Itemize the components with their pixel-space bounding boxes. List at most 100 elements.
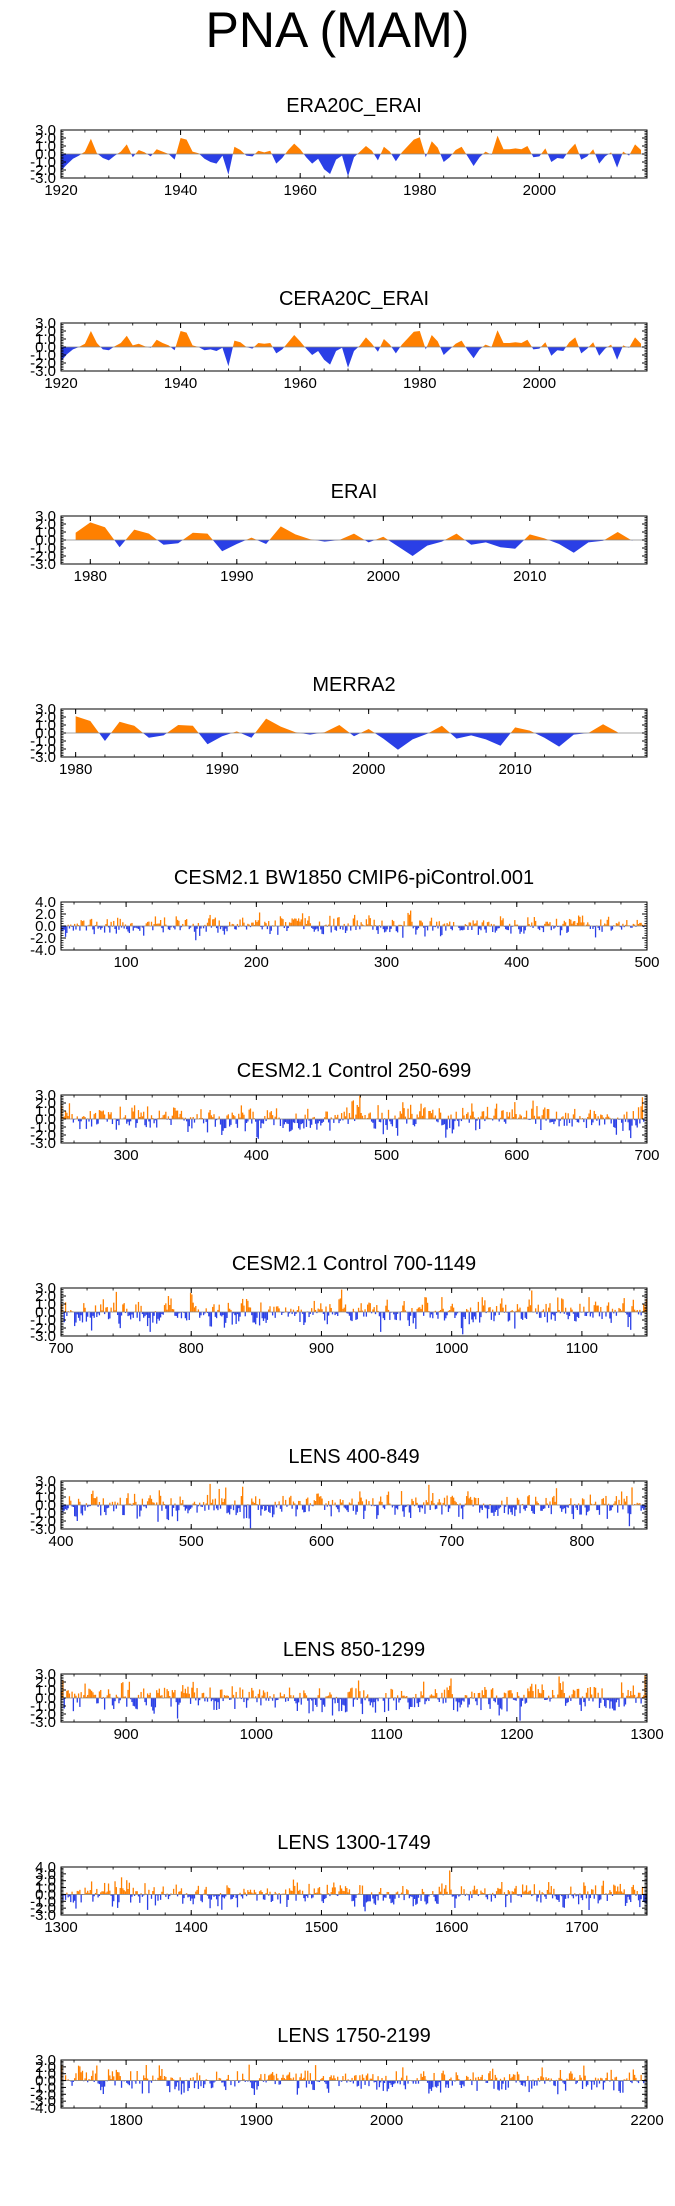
- bar: [463, 1889, 465, 1895]
- bar: [114, 2080, 116, 2086]
- bar: [525, 1885, 528, 1895]
- bar: [523, 1891, 525, 1895]
- bar: [494, 1312, 496, 1316]
- bar: [584, 1698, 586, 1707]
- bar: [579, 1303, 581, 1312]
- x-tick-label: 2100: [500, 2112, 533, 2129]
- bar: [548, 1695, 550, 1698]
- bar: [519, 926, 521, 934]
- bar: [115, 1119, 117, 1130]
- bar: [601, 1499, 603, 1505]
- bar: [606, 1114, 608, 1119]
- bar: [604, 1503, 606, 1505]
- bar: [495, 926, 498, 931]
- bar: [468, 1119, 470, 1123]
- bar: [443, 1689, 446, 1698]
- bar: [325, 924, 327, 926]
- bar: [266, 1312, 269, 1320]
- bar: [568, 1312, 571, 1317]
- bar: [403, 1505, 405, 1517]
- bar: [175, 916, 177, 926]
- bar: [584, 1312, 586, 1316]
- bar: [77, 1119, 80, 1122]
- bar: [265, 2080, 267, 2083]
- bar: [284, 1307, 287, 1312]
- bar: [464, 1503, 466, 1505]
- bar: [449, 2079, 451, 2081]
- bar: [570, 1307, 572, 1312]
- bar: [180, 1888, 183, 1895]
- bar: [127, 2080, 129, 2085]
- bar: [286, 926, 288, 932]
- bar: [631, 1487, 633, 1505]
- bar: [407, 1312, 409, 1321]
- bar: [197, 2080, 200, 2089]
- x-tick-label: 600: [504, 1147, 529, 1164]
- bar: [378, 1501, 381, 1505]
- bar: [455, 1111, 457, 1119]
- bar: [514, 920, 516, 926]
- bar: [265, 1119, 267, 1122]
- bar: [640, 1505, 642, 1511]
- bar: [85, 2072, 88, 2081]
- bar: [492, 1505, 494, 1513]
- bar: [163, 1114, 166, 1119]
- bar: [81, 1505, 84, 1516]
- bar: [63, 1698, 65, 1709]
- plot-area: [61, 1870, 647, 1912]
- bar: [554, 1119, 556, 1122]
- bar: [583, 1698, 585, 1703]
- bar: [240, 1894, 243, 1897]
- bar: [113, 1698, 115, 1710]
- bar: [602, 1498, 605, 1505]
- bar: [239, 1687, 241, 1698]
- y-tick-label: 1.0: [35, 524, 56, 541]
- bar: [146, 2078, 149, 2081]
- bar: [630, 1691, 632, 1698]
- bar: [312, 926, 314, 929]
- bar: [437, 1502, 439, 1505]
- bar: [140, 1893, 142, 1895]
- y-tick-label: 0.0: [35, 1690, 56, 1707]
- bar: [102, 1110, 104, 1119]
- bar: [438, 1886, 440, 1895]
- bar: [537, 1304, 539, 1312]
- bar: [374, 925, 377, 926]
- bar: [396, 1119, 399, 1136]
- bar: [271, 1698, 274, 1701]
- bar: [243, 1698, 245, 1703]
- bar: [288, 2072, 291, 2081]
- bar: [373, 2080, 375, 2083]
- bar: [589, 2080, 591, 2082]
- bar: [601, 1115, 603, 1119]
- bar: [329, 1894, 331, 1897]
- bar: [476, 1698, 478, 1706]
- bar: [510, 1690, 512, 1698]
- bar: [102, 1891, 104, 1895]
- bar: [579, 1893, 581, 1895]
- bar: [588, 1894, 590, 1910]
- bar: [322, 1312, 325, 1314]
- bar: [247, 2080, 249, 2082]
- bar: [148, 2080, 150, 2094]
- y-tick-label: 3.0: [35, 1280, 56, 1297]
- bar: [137, 1110, 140, 1119]
- bar: [585, 1312, 588, 1317]
- bar: [70, 1894, 72, 1903]
- bar: [508, 923, 511, 926]
- bar: [253, 2080, 256, 2095]
- bar: [291, 2079, 293, 2081]
- bar: [243, 1305, 245, 1312]
- bar: [481, 1690, 483, 1698]
- bar: [83, 920, 85, 926]
- bar: [428, 2080, 430, 2094]
- bar: [436, 921, 438, 926]
- bar: [596, 1119, 598, 1121]
- bar: [485, 1312, 487, 1314]
- bar: [367, 1694, 369, 1698]
- bar: [377, 1894, 379, 1901]
- bar: [370, 1505, 373, 1507]
- bar: [387, 1491, 390, 1505]
- bar: [525, 1312, 528, 1320]
- bar: [364, 2080, 366, 2085]
